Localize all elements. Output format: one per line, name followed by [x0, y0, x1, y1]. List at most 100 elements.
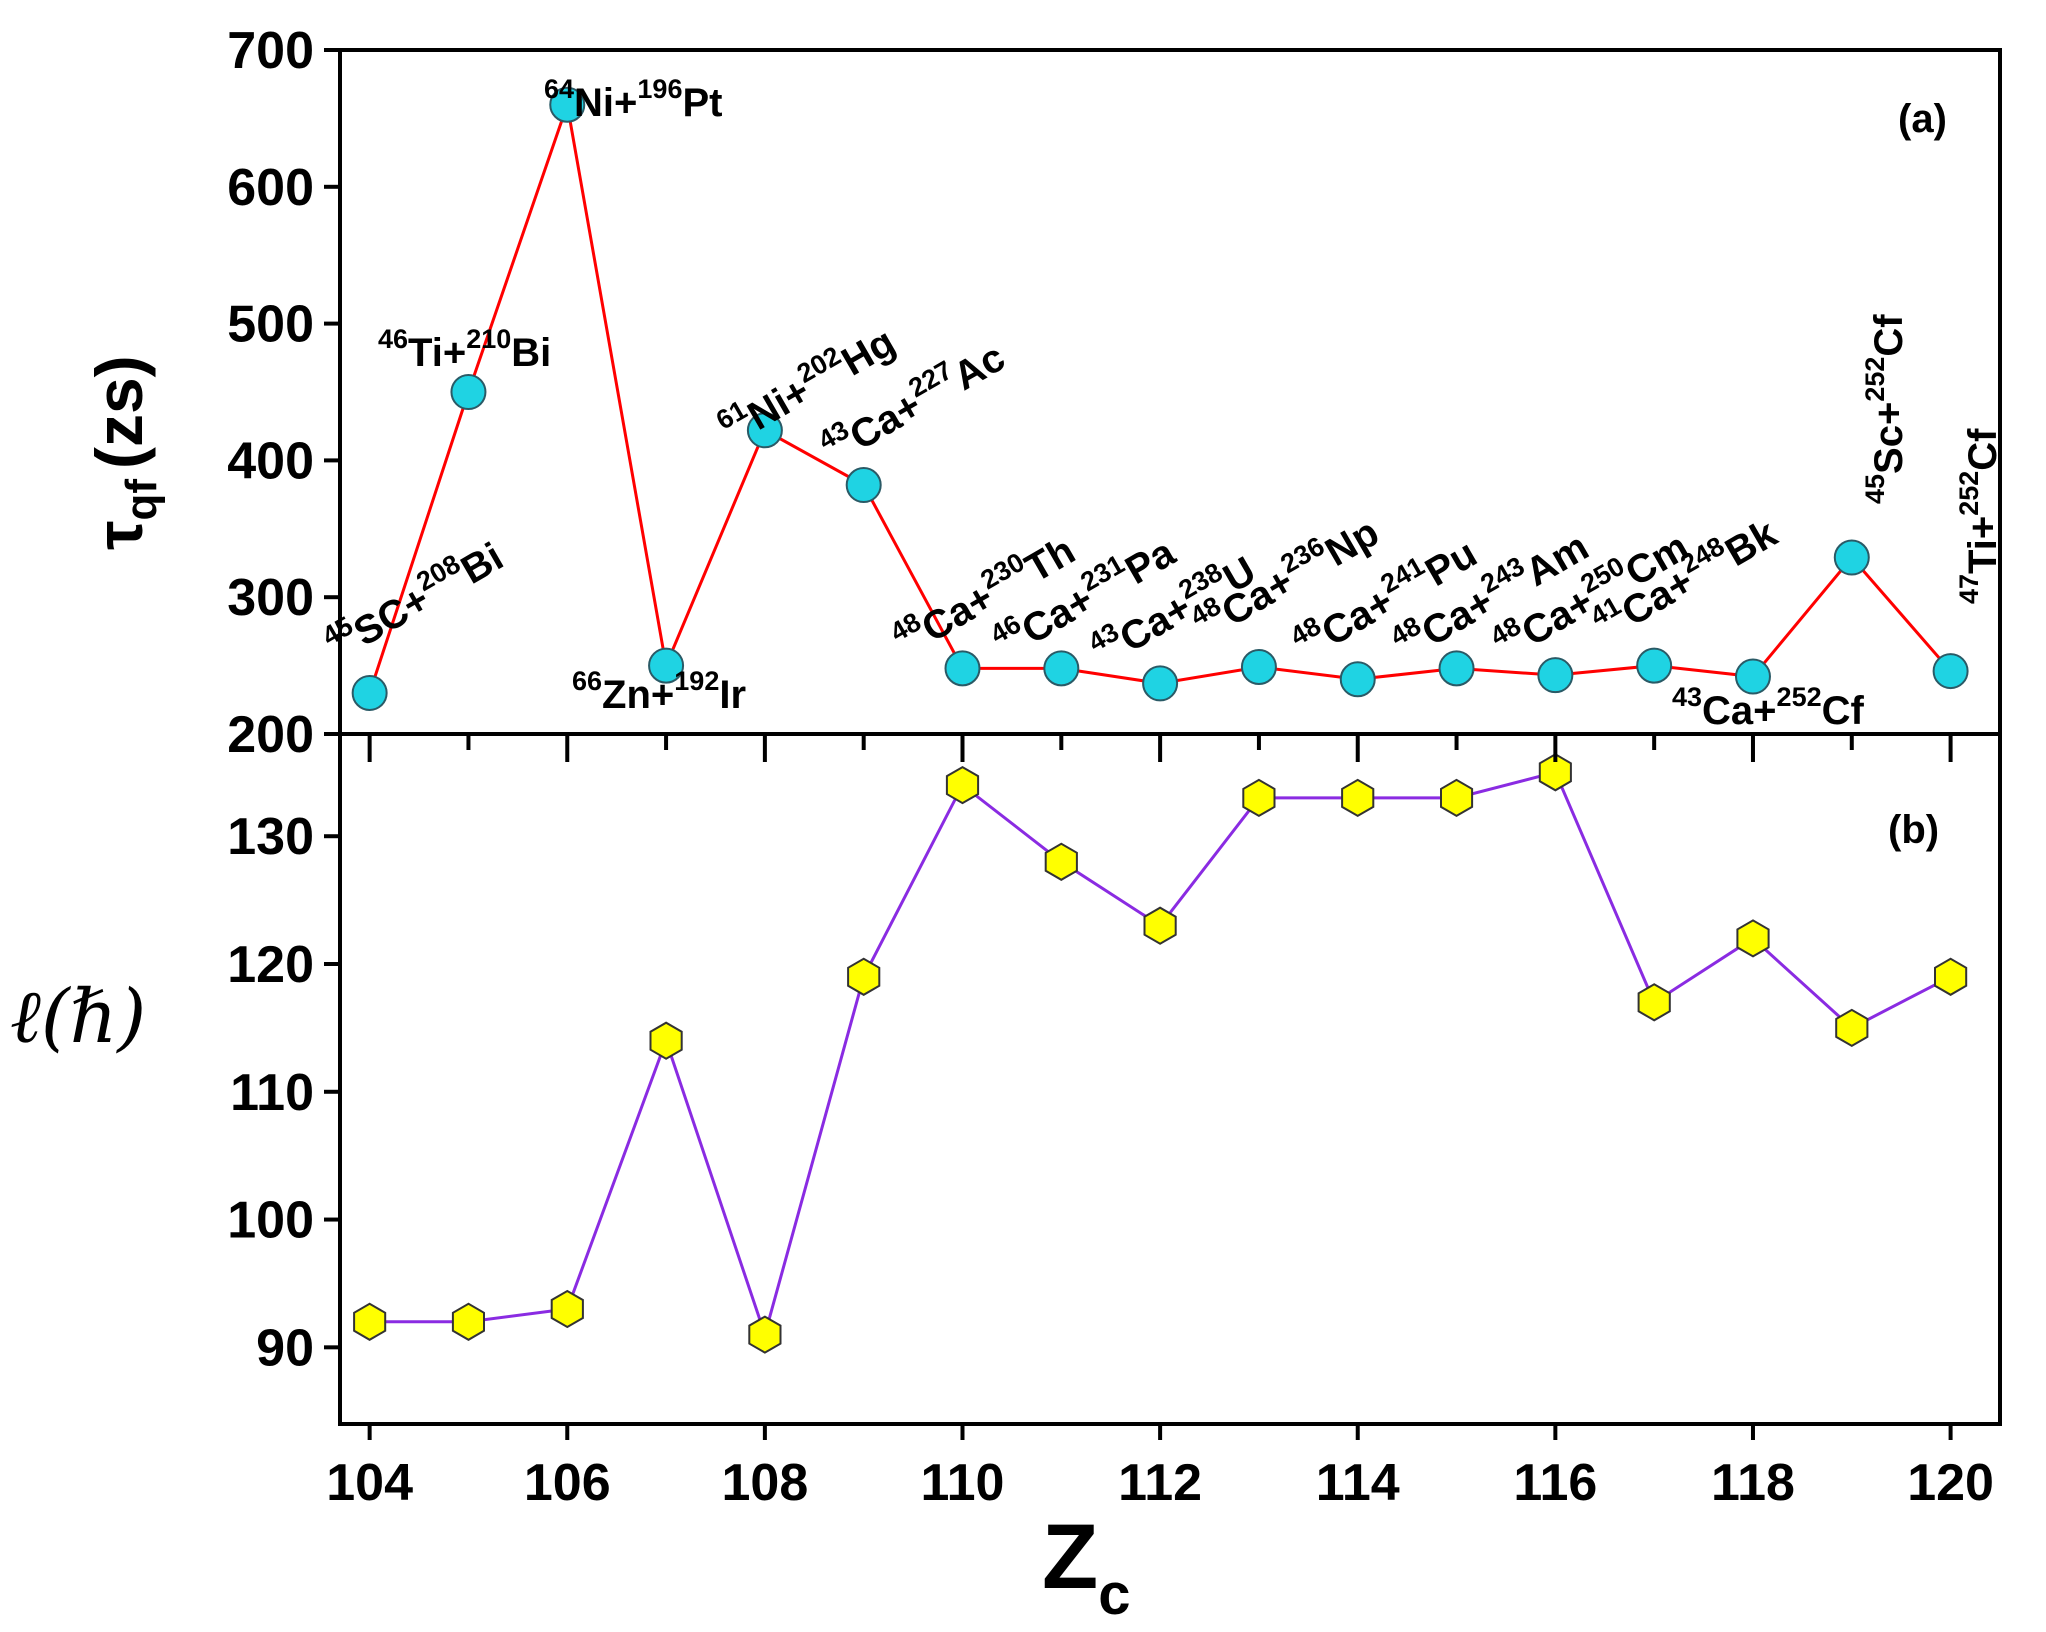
- point-a-116: [1537, 657, 1574, 694]
- y-axis-label-b: ℓ(ℏ): [10, 974, 146, 1060]
- plot-frame-b: [338, 732, 2002, 1426]
- target-symbol: Cf: [1867, 314, 1911, 357]
- x-tick-label-110: 110: [921, 1454, 1005, 1512]
- point-a-115: [1438, 650, 1475, 687]
- x-tick-label-120: 120: [1907, 1454, 1994, 1512]
- point-a-111: [1043, 650, 1080, 687]
- target-symbol: Ac: [946, 335, 1012, 399]
- x-tick-label-106: 106: [524, 1454, 611, 1512]
- projectile-symbol: Ti+: [408, 331, 466, 375]
- point-b-115: [1440, 778, 1474, 818]
- projectile-symbol: Ni+: [574, 81, 637, 125]
- target-symbol: Bi: [454, 535, 511, 593]
- projectile-mass: 47: [1954, 574, 1984, 604]
- y-b-tick-label-90: 90: [256, 1319, 314, 1377]
- x-tick-label-118: 118: [1711, 1454, 1795, 1512]
- y-axis-a: 200 300 400 500 600 700: [227, 22, 340, 764]
- x-tick-label-108: 108: [721, 1454, 808, 1512]
- target-symbol: Cf: [1822, 689, 1865, 733]
- panel-tag-a: (a): [1898, 97, 1947, 141]
- x-label-subscript: c: [1098, 1562, 1130, 1627]
- y-axis-label-a: τqf (zs): [82, 355, 166, 550]
- point-b-116: [1538, 753, 1572, 792]
- point-a-119: [1833, 539, 1870, 576]
- projectile-symbol: Ti+: [1961, 516, 2005, 574]
- y-b-tick-label-120: 120: [227, 936, 314, 994]
- point-b-110: [945, 765, 980, 805]
- target-symbol: Np: [1318, 510, 1386, 575]
- reaction-labels: 45SC+208Bi46Ti+210Bi64Ni+196Pt66Zn+192Ir…: [317, 74, 2005, 733]
- y-a-tick-label-400: 400: [227, 432, 314, 490]
- projectile-mass: 43: [1672, 682, 1702, 712]
- point-b-106: [550, 1289, 584, 1329]
- target-symbol: Ir: [719, 673, 746, 717]
- target-symbol: Cf: [1961, 428, 2005, 471]
- point-a-108: [746, 412, 783, 449]
- projectile-symbol: Ca+: [1702, 689, 1777, 733]
- projectile-mass: 46: [378, 324, 408, 354]
- point-b-111: [1044, 842, 1078, 881]
- y-a-tick-label-300: 300: [227, 569, 314, 627]
- reaction-label-106: 64Ni+196Pt: [544, 74, 722, 125]
- projectile-mass: 45: [1860, 474, 1890, 504]
- target-mass: 196: [637, 74, 682, 104]
- x-tick-label-114: 114: [1316, 1454, 1400, 1512]
- target-mass: 252: [1860, 357, 1890, 402]
- y-a-tick-label-500: 500: [227, 296, 314, 354]
- y-a-tick-label-600: 600: [227, 159, 314, 217]
- x-label-main: Z: [1042, 1506, 1098, 1608]
- projectile-symbol: Sc+: [1867, 402, 1911, 474]
- reaction-label-104: 45SC+208Bi: [317, 529, 511, 670]
- point-b-120: [1934, 957, 1968, 996]
- target-symbol: Hg: [834, 320, 902, 385]
- point-a-104: [351, 674, 388, 711]
- point-b-113: [1242, 778, 1276, 818]
- y-b-tick-label-130: 130: [227, 808, 314, 866]
- x-tick-label-112: 112: [1118, 1454, 1202, 1512]
- panel-tag-b: (b): [1888, 808, 1939, 852]
- y-b-tick-label-110: 110: [230, 1064, 314, 1122]
- point-b-112: [1143, 906, 1177, 945]
- projectile-mass: 66: [572, 666, 602, 696]
- y-label-a-subscript: qf: [117, 479, 166, 521]
- point-a-118: [1734, 658, 1771, 695]
- y-label-a-unit: (zs): [82, 355, 156, 469]
- reaction-label-120: 47Ti+252Cf: [1954, 428, 2005, 604]
- panel-b: 90 100 110 120 130 (b) ℓ(ℏ): [10, 732, 2002, 1426]
- x-tick-label-116: 116: [1513, 1454, 1597, 1512]
- point-b-107: [649, 1021, 683, 1060]
- series-line-b-path: [369, 770, 1952, 1340]
- point-b-119: [1835, 1008, 1869, 1048]
- point-a-117: [1636, 647, 1673, 684]
- point-a-114: [1339, 661, 1376, 698]
- point-a-113: [1240, 648, 1277, 685]
- point-a-109: [845, 467, 882, 504]
- reaction-label-118: 43Ca+252Cf: [1672, 682, 1864, 733]
- point-b-105: [451, 1302, 485, 1341]
- series-points-a: [351, 86, 1969, 711]
- projectile-symbol: Zn+: [602, 673, 674, 717]
- x-axis-label: Zc: [1042, 1506, 1130, 1627]
- projectile-mass: 64: [544, 74, 574, 104]
- series-line-b: [369, 770, 1952, 1340]
- reaction-label-119: 45Sc+252Cf: [1860, 314, 1911, 504]
- x-axis: 104 106 108 110 112 114 116 118 120: [326, 734, 1994, 1512]
- point-a-110: [944, 650, 981, 687]
- point-a-112: [1142, 665, 1179, 702]
- target-symbol: Pa: [1118, 530, 1183, 593]
- y-label-a-symbol: τ: [82, 521, 156, 550]
- x-tick-label-104: 104: [326, 1454, 413, 1512]
- target-mass: 252: [1954, 471, 1984, 516]
- reaction-label-107: 66Zn+192Ir: [572, 666, 746, 717]
- target-mass: 192: [674, 666, 719, 696]
- target-symbol: Bi: [511, 331, 551, 375]
- point-b-109: [847, 957, 881, 996]
- y-axis-b: 90 100 110 120 130: [227, 808, 340, 1377]
- y-a-tick-label-700: 700: [227, 22, 314, 80]
- point-a-105: [450, 374, 487, 410]
- series-points-b: [353, 753, 1968, 1354]
- y-b-tick-label-100: 100: [227, 1192, 314, 1250]
- point-b-114: [1341, 778, 1375, 818]
